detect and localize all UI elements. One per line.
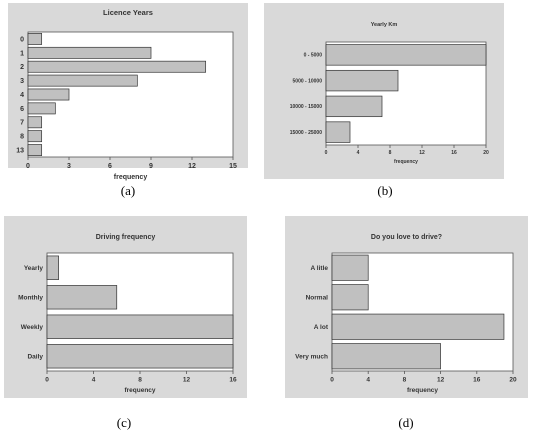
x-tick-label: 8	[389, 150, 392, 156]
x-tick-label: 12	[419, 150, 425, 156]
x-axis-label: frequency	[124, 387, 155, 394]
chart-title: Driving frequency	[96, 234, 156, 241]
category-label: 4	[20, 92, 24, 99]
x-tick-label: 20	[483, 150, 489, 156]
category-label: 0 - 5000	[304, 53, 323, 59]
x-tick-label: 12	[188, 163, 196, 170]
category-label: 1	[20, 50, 24, 57]
category-label: 3	[20, 78, 24, 85]
bar	[27, 60, 207, 73]
bar	[325, 95, 383, 118]
x-tick-label: 9	[149, 163, 153, 170]
x-tick-label: 3	[67, 163, 71, 170]
bar	[325, 44, 487, 66]
category-label: Weekly	[21, 324, 44, 331]
x-tick-label: 12	[437, 377, 445, 384]
category-label: Monthly	[18, 295, 43, 302]
bar	[27, 116, 43, 129]
bar	[331, 284, 369, 311]
category-label: 10000 - 15000	[290, 104, 322, 110]
category-label: 0	[20, 36, 24, 43]
bar-chart-c: Driving frequency Yearly Monthly Weekly Dail…	[18, 234, 237, 394]
x-tick-label: 0	[325, 150, 328, 156]
category-label: 5000 - 10000	[293, 78, 323, 84]
x-axis-label: frequency	[114, 174, 148, 181]
x-tick-label: 4	[357, 150, 360, 156]
bar	[27, 46, 152, 59]
x-tick-label: 8	[138, 377, 142, 384]
x-tick-label: 15	[229, 163, 237, 170]
bar	[331, 313, 505, 340]
caption-d: (d)	[398, 415, 414, 430]
x-tick-label: 4	[366, 377, 370, 384]
category-label: A lot	[314, 324, 329, 331]
category-label: 2	[20, 64, 24, 71]
bar	[46, 285, 118, 310]
x-tick-label: 16	[473, 377, 481, 384]
bar	[331, 254, 369, 281]
chart-title: Do you love to drive?	[371, 234, 442, 241]
x-tick-label: 8	[403, 377, 407, 384]
category-label: 6	[20, 106, 24, 113]
bar	[325, 121, 351, 143]
bar	[27, 74, 138, 87]
x-tick-label: 16	[451, 150, 457, 156]
caption-b: (b)	[377, 183, 393, 198]
chart-panel-d: Do you love to drive? A litle Normal A lot V…	[285, 216, 528, 398]
caption-c: (c)	[116, 415, 132, 430]
x-tick-label: 20	[509, 377, 517, 384]
x-tick-label: 0	[330, 377, 334, 384]
bar-chart-d: Do you love to drive? A litle Normal A lot V…	[295, 234, 517, 394]
category-label: Very much	[295, 354, 328, 361]
x-axis-label: frequency	[407, 387, 438, 394]
x-tick-label: 16	[229, 377, 237, 384]
x-tick-label: 6	[108, 163, 112, 170]
bar	[27, 130, 43, 143]
category-label: 13	[16, 148, 24, 155]
x-tick-label: 12	[183, 377, 191, 384]
category-label: A litle	[311, 265, 329, 272]
category-label: 8	[20, 134, 24, 141]
x-tick-label: 0	[45, 377, 49, 384]
x-tick-label: 0	[26, 163, 30, 170]
bar	[27, 144, 43, 156]
bar	[27, 88, 70, 101]
bar	[27, 102, 56, 115]
chart-title: Yearly Km	[371, 22, 398, 28]
bar	[27, 33, 43, 45]
x-axis-label: frequency	[394, 159, 418, 165]
chart-title: Licence Years	[103, 8, 153, 17]
bar	[46, 314, 234, 339]
category-label: Daily	[27, 354, 43, 361]
bar-chart-b: Yearly Km 0 - 5000 5000 - 10000 10000 - 150…	[290, 22, 489, 165]
caption-a: (a)	[120, 183, 136, 198]
bar	[325, 69, 399, 92]
category-label: Normal	[306, 295, 329, 302]
category-label: Yearly	[24, 265, 44, 272]
category-label: 7	[20, 120, 24, 127]
bar	[331, 343, 441, 370]
category-label: 15000 - 25000	[290, 130, 322, 136]
chart-panel-a: Licence Years 0 1 2 3 4 6 7 8 13 0 3 6 9 12 15 frequency	[8, 3, 248, 181]
chart-panel-c: Driving frequency Yearly Monthly Weekly Dail…	[4, 216, 247, 398]
bar	[46, 255, 59, 280]
x-tick-label: 4	[92, 377, 96, 384]
bar	[46, 344, 234, 369]
chart-panel-b: Yearly Km 0 - 5000 5000 - 10000 10000 - 150…	[264, 3, 504, 179]
